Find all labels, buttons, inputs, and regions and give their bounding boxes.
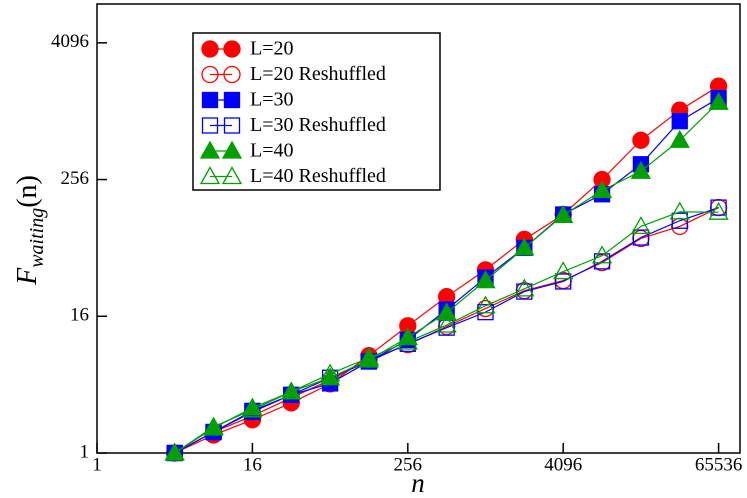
plot-frame <box>96 3 741 454</box>
marker <box>436 302 457 321</box>
legend-label: L=20 Reshuffled <box>250 63 386 85</box>
legend-label: L=30 <box>250 89 294 111</box>
y-tick-label: 16 <box>70 305 89 326</box>
marker <box>669 201 690 220</box>
marker <box>591 245 613 264</box>
series-line <box>174 207 719 454</box>
marker <box>632 229 650 246</box>
marker <box>242 399 263 418</box>
marker <box>591 180 613 199</box>
marker <box>319 363 341 382</box>
marker <box>475 295 496 314</box>
marker <box>201 40 219 58</box>
marker <box>358 347 380 366</box>
marker <box>632 131 650 149</box>
marker <box>514 237 535 256</box>
marker <box>358 349 380 368</box>
y-axis-label-main: F <box>12 267 43 286</box>
marker <box>242 397 263 416</box>
marker <box>553 261 574 280</box>
marker <box>708 91 729 110</box>
legend-label: L=40 <box>250 140 294 162</box>
x-tick-label: 256 <box>394 454 423 475</box>
marker <box>475 270 496 289</box>
marker <box>201 65 219 84</box>
x-tick-label: 65536 <box>695 454 743 475</box>
x-tick-label: 4096 <box>544 454 582 475</box>
marker <box>281 381 302 400</box>
marker <box>223 117 241 134</box>
marker <box>514 278 535 297</box>
x-tick-label: 1 <box>92 454 102 475</box>
y-axis-label-suffix: (n) <box>12 175 43 208</box>
legend: L=20 L=20 Reshuffled L=30 L=30 Reshuffled L=… <box>192 32 441 191</box>
marker <box>199 140 221 159</box>
marker <box>223 40 241 58</box>
marker <box>630 160 652 179</box>
marker <box>671 113 688 130</box>
marker <box>710 199 727 216</box>
marker <box>630 216 652 235</box>
y-tick-label: 256 <box>61 168 90 189</box>
marker <box>221 140 243 159</box>
x-tick-label: 16 <box>243 454 262 475</box>
y-tick-label: 4096 <box>51 31 89 52</box>
marker <box>221 166 243 185</box>
marker <box>669 129 690 148</box>
legend-box <box>192 32 441 191</box>
x-axis-label: n <box>411 468 425 498</box>
marker <box>201 117 219 134</box>
y-axis-label: Fwaiting(n) <box>12 175 47 286</box>
marker <box>203 416 224 435</box>
marker <box>201 91 219 109</box>
marker <box>223 91 241 109</box>
y-tick-label: 1 <box>80 441 90 462</box>
marker <box>223 65 241 84</box>
series-line <box>174 207 719 454</box>
marker <box>553 204 574 223</box>
series-line <box>174 211 719 454</box>
marker <box>708 201 729 220</box>
marker <box>555 273 572 290</box>
y-axis-label-subscript: waiting <box>26 208 48 268</box>
marker <box>436 314 457 333</box>
legend-label: L=30 Reshuffled <box>250 114 386 136</box>
marker <box>164 442 185 461</box>
legend-label: L=20 <box>250 38 294 60</box>
marker <box>397 331 418 350</box>
marker <box>199 166 221 185</box>
legend-label: L=40 Reshuffled <box>250 165 386 187</box>
marker <box>671 212 688 229</box>
